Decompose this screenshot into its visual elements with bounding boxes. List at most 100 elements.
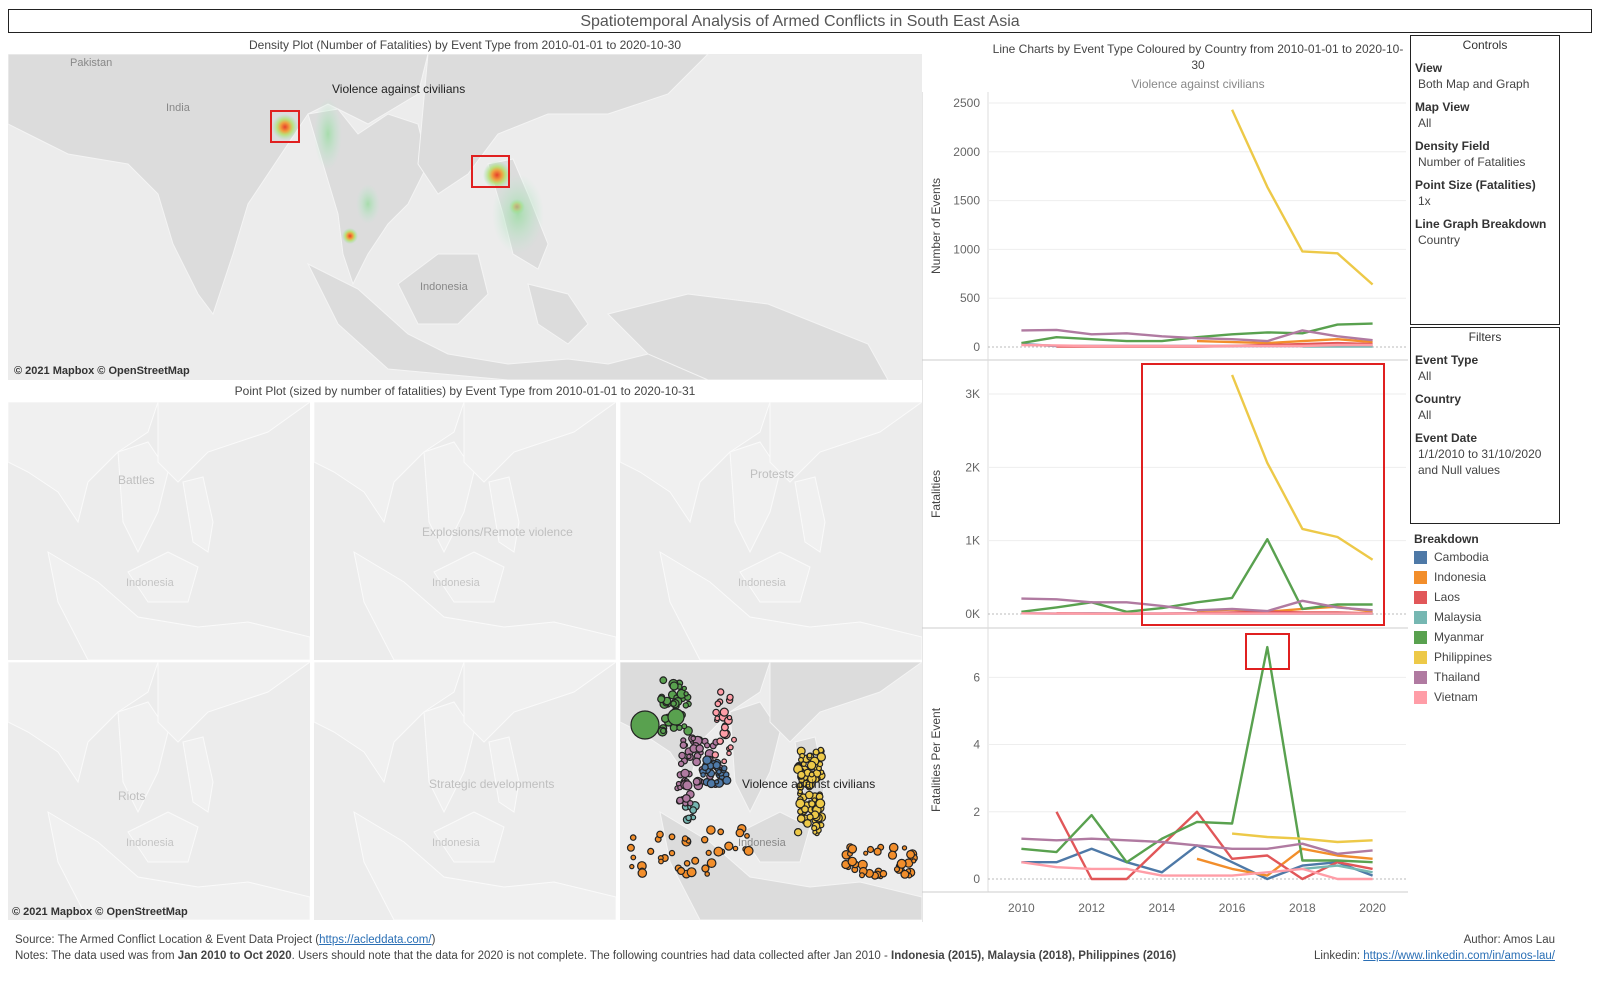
footer-notes: Notes: The data used was from Jan 2010 t…	[15, 950, 1295, 962]
series-line	[1231, 832, 1373, 844]
label-pakistan: Pakistan	[70, 57, 112, 69]
event-point	[686, 753, 692, 760]
controls-panel: Controls View Both Map and Graph Map View A…	[1410, 35, 1560, 325]
control-value[interactable]: Number of Fatalities	[1418, 155, 1526, 169]
line-charts-title: Line Charts by Event Type Coloured by Co…	[992, 42, 1404, 72]
source-link[interactable]: https://acleddata.com/	[319, 934, 432, 946]
event-point	[711, 751, 720, 759]
event-point	[879, 869, 888, 878]
legend-item[interactable]: Indonesia	[1414, 567, 1564, 587]
notes-text-2: . Users should note that the data for 20…	[291, 950, 892, 962]
x-tick-label: 2020	[1359, 901, 1386, 915]
source-suffix: )	[431, 934, 436, 946]
filter-value[interactable]: All	[1418, 408, 1432, 422]
filter-value-extra[interactable]: and Null values	[1418, 463, 1501, 477]
y-tick-label: 2500	[953, 96, 980, 110]
legend-item[interactable]: Philippines	[1414, 647, 1564, 667]
event-point	[686, 867, 697, 878]
y-tick-label: 3K	[965, 387, 980, 401]
control-value[interactable]: All	[1418, 116, 1432, 130]
y-tick-label: 0	[973, 340, 980, 354]
event-point	[798, 756, 805, 763]
point-plot-title: Point Plot (sized by number of fatalitie…	[234, 384, 696, 398]
event-point	[706, 858, 717, 869]
event-point	[714, 779, 720, 785]
point-map-country-label: Indonesia	[126, 837, 175, 849]
control-value[interactable]: Country	[1418, 233, 1461, 247]
event-point	[806, 752, 813, 759]
label-india: India	[166, 102, 191, 114]
series-line	[1021, 861, 1373, 881]
legend-label: Indonesia	[1434, 570, 1487, 584]
y-axis-title: Number of Events	[929, 178, 943, 274]
event-point	[683, 691, 689, 697]
event-point	[629, 834, 637, 841]
event-point	[743, 845, 754, 856]
filter-value[interactable]: All	[1418, 369, 1432, 383]
point-map-canvas: Violence against civilians Indonesia	[620, 662, 922, 920]
density-map[interactable]: Pakistan India Indonesia Violence agains…	[8, 54, 922, 380]
point-map-event-caption: Violence against civilians	[742, 777, 875, 791]
point-map-panel[interactable]: Violence against civilians Indonesia	[620, 662, 922, 920]
point-map-panel[interactable]: Protests Indonesia	[620, 402, 922, 660]
event-point	[796, 814, 806, 823]
point-map-panel[interactable]: Riots Indonesia © 2021 Mapbox © OpenStreet…	[8, 662, 310, 920]
x-tick-label: 2014	[1149, 901, 1176, 915]
event-point	[721, 765, 728, 772]
y-tick-label: 2K	[965, 460, 980, 474]
control-value[interactable]: 1x	[1418, 194, 1431, 208]
event-point	[796, 782, 803, 789]
event-point	[676, 866, 686, 876]
event-point	[705, 849, 712, 856]
event-point	[700, 772, 706, 778]
event-point	[630, 854, 637, 861]
event-point	[719, 707, 729, 717]
event-point	[808, 800, 816, 808]
event-point	[797, 788, 803, 795]
legend-title: Breakdown	[1414, 532, 1479, 546]
event-point	[873, 847, 882, 856]
legend-item[interactable]: Malaysia	[1414, 607, 1564, 627]
linkedin-link[interactable]: https://www.linkedin.com/in/amos-lau/	[1363, 950, 1555, 962]
legend-item[interactable]: Cambodia	[1414, 547, 1564, 567]
filter-value[interactable]: 1/1/2010 to 31/10/2020	[1418, 447, 1542, 461]
event-point	[815, 798, 826, 809]
event-point	[893, 866, 901, 873]
event-point	[685, 814, 692, 822]
point-map-panel[interactable]: Battles Indonesia	[8, 402, 310, 660]
point-map-canvas: Strategic developments Indonesia	[314, 662, 616, 920]
series-line	[1021, 645, 1373, 864]
point-map-panel[interactable]: Strategic developments Indonesia	[314, 662, 616, 920]
legend-label: Philippines	[1434, 650, 1493, 664]
event-point	[712, 708, 720, 717]
x-tick-label: 2010	[1008, 901, 1035, 915]
event-point	[681, 835, 689, 842]
line-charts[interactable]: 0 500 1000 1500 2000 2500 Number of Events 0K 1K…	[922, 92, 1408, 922]
event-point	[721, 758, 728, 765]
event-point	[668, 833, 676, 841]
notes-text: Notes: The data used was from	[15, 950, 178, 962]
event-point	[812, 748, 820, 756]
point-map-event-caption: Protests	[750, 467, 794, 481]
highlight-box-fatalities-spike	[1141, 363, 1385, 626]
series-line	[1021, 343, 1373, 348]
density-event-caption: Violence against civilians	[332, 82, 465, 96]
control-value[interactable]: Both Map and Graph	[1418, 77, 1530, 91]
legend-swatch	[1414, 610, 1427, 624]
series-line	[1196, 337, 1373, 345]
control-label: Density Field	[1415, 139, 1490, 153]
density-plot-title: Density Plot (Number of Fatalities) by E…	[249, 38, 681, 52]
event-point	[797, 770, 806, 780]
event-point	[669, 681, 679, 691]
legend-item[interactable]: Vietnam	[1414, 687, 1564, 707]
series-line	[1021, 597, 1373, 613]
legend-item[interactable]: Thailand	[1414, 667, 1564, 687]
series-line	[1302, 864, 1373, 874]
y-tick-label: 6	[973, 670, 980, 684]
legend-item[interactable]: Myanmar	[1414, 627, 1564, 647]
point-map-panel[interactable]: Explosions/Remote violence Indonesia	[314, 402, 616, 660]
event-point	[720, 723, 729, 732]
legend-label: Vietnam	[1434, 690, 1478, 704]
legend-item[interactable]: Laos	[1414, 587, 1564, 607]
y-tick-label: 2000	[953, 145, 980, 159]
